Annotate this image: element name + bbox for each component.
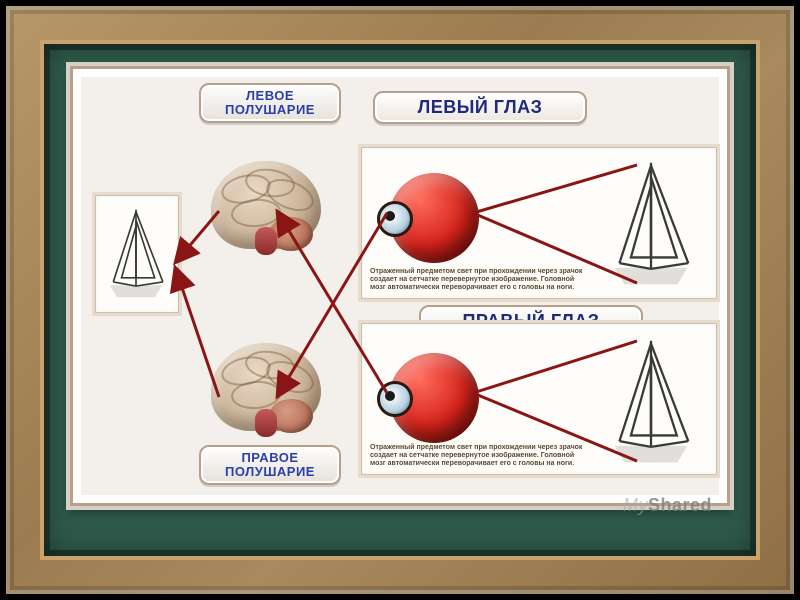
- watermark: MyShared: [623, 495, 712, 516]
- chalkboard: ЛЕВОЕ ПОЛУШАРИЕ ЛЕВЫЙ ГЛАЗ ПРАВЫЙ ГЛАЗ П…: [40, 40, 760, 560]
- sailboat-bottom-icon: [601, 335, 701, 467]
- eye-right-icon: [389, 353, 479, 443]
- watermark-suffix: Shared: [648, 495, 712, 515]
- label-left-eye: ЛЕВЫЙ ГЛАЗ: [373, 91, 587, 124]
- brain-right-icon: [211, 343, 321, 431]
- text: ПОЛУШАРИЕ: [225, 102, 315, 117]
- sailboat-top-icon: [601, 157, 701, 289]
- poster: ЛЕВОЕ ПОЛУШАРИЕ ЛЕВЫЙ ГЛАЗ ПРАВЫЙ ГЛАЗ П…: [70, 66, 730, 506]
- label-right-hemisphere: ПРАВОЕ ПОЛУШАРИЕ: [199, 445, 341, 485]
- text: ЛЕВОЕ: [246, 88, 294, 103]
- eye-left-icon: [389, 173, 479, 263]
- page-root: ЛЕВОЕ ПОЛУШАРИЕ ЛЕВЫЙ ГЛАЗ ПРАВЫЙ ГЛАЗ П…: [0, 0, 800, 600]
- caption-left-eye: Отраженный предметом свет при прохождени…: [370, 268, 586, 292]
- sailboat-perception-icon: [105, 205, 167, 301]
- caption-right-eye: Отраженный предметом свет при прохождени…: [370, 444, 586, 468]
- label-left-hemisphere: ЛЕВОЕ ПОЛУШАРИЕ: [199, 83, 341, 123]
- text: ПРАВОЕ: [241, 450, 298, 465]
- brain-left-icon: [211, 161, 321, 249]
- watermark-prefix: My: [623, 495, 648, 515]
- diagram-canvas: ЛЕВОЕ ПОЛУШАРИЕ ЛЕВЫЙ ГЛАЗ ПРАВЫЙ ГЛАЗ П…: [81, 77, 719, 495]
- wooden-frame: ЛЕВОЕ ПОЛУШАРИЕ ЛЕВЫЙ ГЛАЗ ПРАВЫЙ ГЛАЗ П…: [6, 6, 794, 594]
- text: ПОЛУШАРИЕ: [225, 464, 315, 479]
